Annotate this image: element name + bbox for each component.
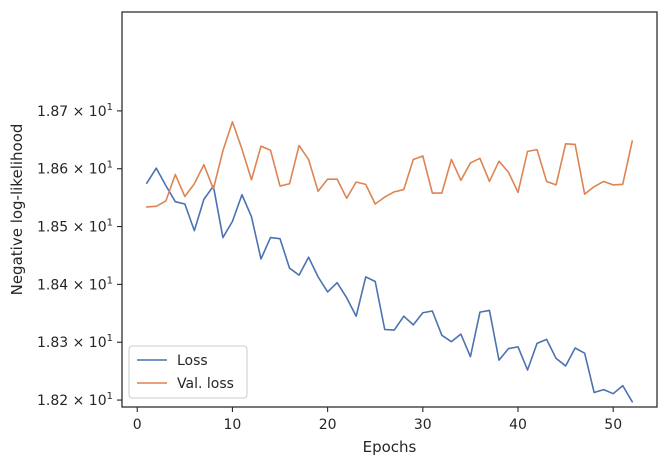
y-tick-label: 1.85 × 101 — [37, 218, 113, 236]
y-tick-label: 1.83 × 101 — [37, 333, 113, 351]
y-tick-label: 1.84 × 101 — [37, 275, 113, 293]
x-tick-label: 30 — [414, 417, 432, 433]
x-tick-label: 20 — [319, 417, 337, 433]
series-line-val-loss — [145, 121, 634, 208]
legend-box — [128, 345, 248, 399]
x-tick-label: 40 — [509, 417, 527, 433]
legend-label-val-loss: Val. loss — [177, 376, 234, 392]
x-tick-label: 0 — [133, 417, 142, 433]
y-tick-label: 1.82 × 101 — [37, 391, 113, 409]
x-tick-label: 10 — [224, 417, 242, 433]
y-tick-label: 1.87 × 101 — [37, 102, 113, 120]
y-tick-label: 1.86 × 101 — [37, 160, 113, 178]
plot-frame — [121, 11, 658, 408]
x-axis-label: Epochs — [363, 438, 417, 456]
legend-label-loss: Loss — [177, 353, 208, 369]
series-line-loss — [145, 167, 634, 403]
x-tick-label: 50 — [604, 417, 622, 433]
y-axis-label: Negative log-likelihood — [8, 124, 26, 296]
